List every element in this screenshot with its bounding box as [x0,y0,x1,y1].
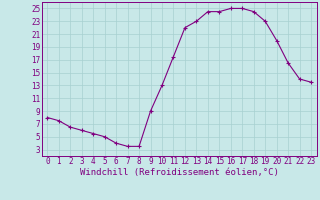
X-axis label: Windchill (Refroidissement éolien,°C): Windchill (Refroidissement éolien,°C) [80,168,279,177]
